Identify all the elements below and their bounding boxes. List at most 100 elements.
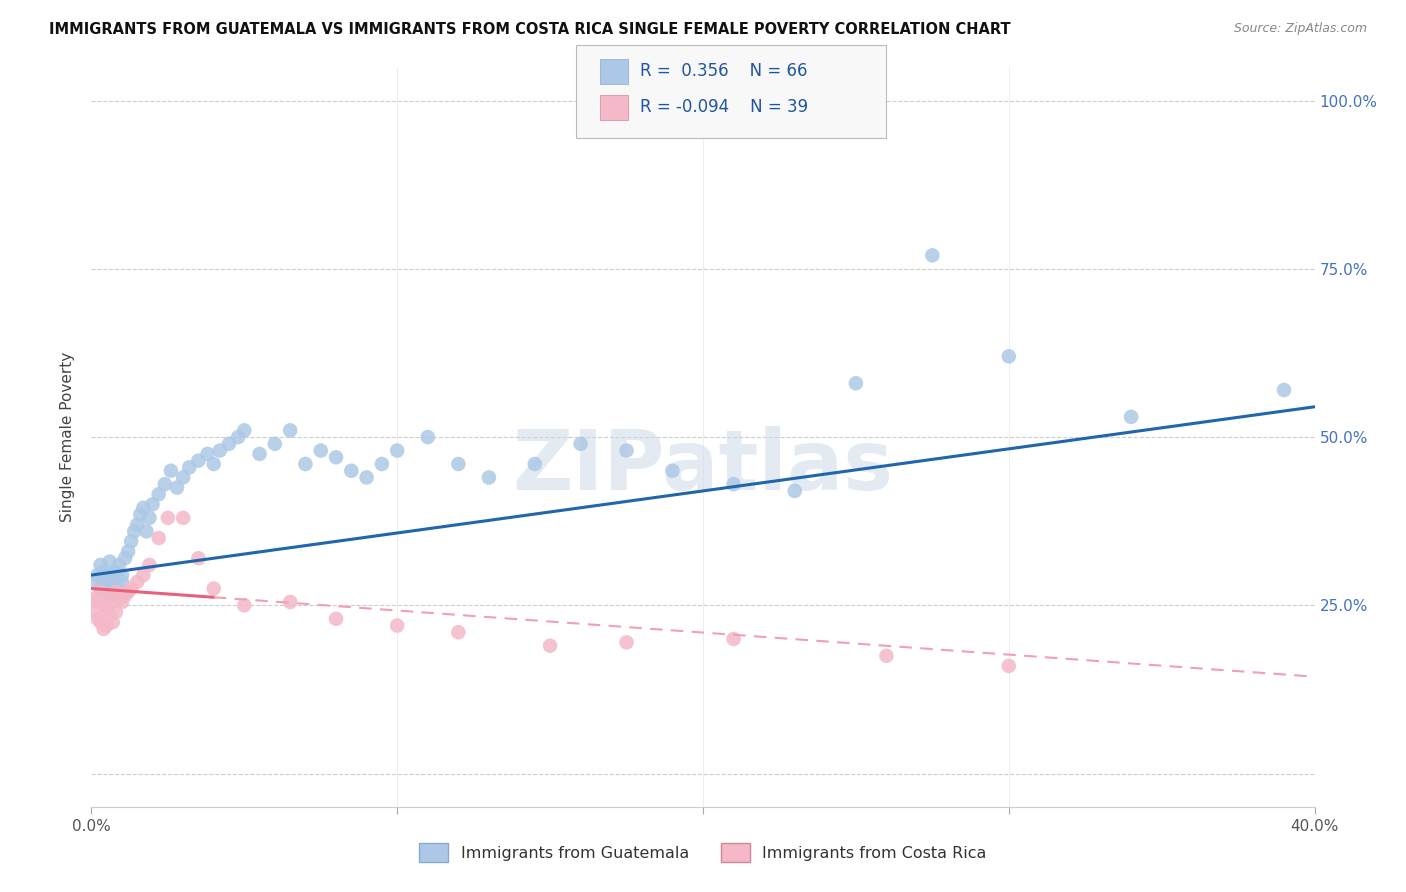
Point bbox=[135, 524, 157, 539]
Point bbox=[156, 511, 179, 525]
Point bbox=[723, 477, 745, 491]
Point bbox=[233, 423, 256, 437]
Point bbox=[96, 601, 118, 615]
Point bbox=[117, 585, 139, 599]
Point bbox=[1272, 383, 1295, 397]
Point bbox=[998, 349, 1021, 363]
Point bbox=[90, 558, 112, 572]
Point bbox=[132, 500, 155, 515]
Point bbox=[114, 551, 136, 566]
Point bbox=[93, 599, 115, 613]
Point bbox=[447, 625, 470, 640]
Point bbox=[187, 551, 209, 566]
Point bbox=[120, 582, 142, 596]
Point bbox=[187, 453, 209, 467]
Point bbox=[90, 582, 112, 596]
Point bbox=[138, 558, 160, 572]
Point bbox=[325, 612, 347, 626]
Point bbox=[616, 635, 638, 649]
Point bbox=[661, 464, 683, 478]
Point bbox=[98, 555, 121, 569]
Point bbox=[153, 477, 176, 491]
Point bbox=[86, 612, 108, 626]
Point bbox=[172, 470, 194, 484]
Point bbox=[197, 447, 219, 461]
Point bbox=[127, 517, 149, 532]
Point bbox=[921, 248, 943, 262]
Text: Source: ZipAtlas.com: Source: ZipAtlas.com bbox=[1233, 22, 1367, 36]
Point bbox=[104, 585, 127, 599]
Point bbox=[569, 437, 592, 451]
Text: IMMIGRANTS FROM GUATEMALA VS IMMIGRANTS FROM COSTA RICA SINGLE FEMALE POVERTY CO: IMMIGRANTS FROM GUATEMALA VS IMMIGRANTS … bbox=[49, 22, 1011, 37]
Point bbox=[93, 565, 115, 579]
Point bbox=[218, 437, 240, 451]
Point bbox=[249, 447, 271, 461]
Point bbox=[90, 615, 112, 630]
Point bbox=[111, 595, 134, 609]
Point bbox=[98, 588, 121, 602]
Point bbox=[132, 568, 155, 582]
Point bbox=[278, 595, 301, 609]
Point bbox=[93, 578, 115, 592]
Point bbox=[783, 483, 806, 498]
Point bbox=[1121, 409, 1143, 424]
Point bbox=[86, 568, 108, 582]
Point bbox=[166, 481, 188, 495]
Point bbox=[96, 585, 118, 599]
Point bbox=[160, 464, 183, 478]
Point bbox=[86, 595, 108, 609]
Point bbox=[233, 599, 256, 613]
Point bbox=[416, 430, 439, 444]
Point bbox=[98, 608, 121, 623]
Point bbox=[93, 622, 115, 636]
Point bbox=[98, 568, 121, 582]
Point bbox=[111, 574, 134, 589]
Point bbox=[83, 605, 105, 619]
Point bbox=[101, 595, 124, 609]
Point bbox=[340, 464, 363, 478]
Point bbox=[309, 443, 332, 458]
Point bbox=[129, 508, 152, 522]
Point bbox=[101, 574, 124, 589]
Point bbox=[104, 578, 127, 592]
Point bbox=[202, 582, 225, 596]
Text: R =  0.356    N = 66: R = 0.356 N = 66 bbox=[640, 62, 807, 80]
Point bbox=[122, 524, 145, 539]
Point bbox=[108, 591, 131, 606]
Point bbox=[478, 470, 501, 484]
Point bbox=[538, 639, 561, 653]
Point bbox=[104, 565, 127, 579]
Point bbox=[114, 585, 136, 599]
Point bbox=[616, 443, 638, 458]
Point bbox=[723, 632, 745, 646]
Point bbox=[385, 618, 409, 632]
Point bbox=[523, 457, 546, 471]
Point bbox=[101, 588, 124, 602]
Text: ZIPatlas: ZIPatlas bbox=[513, 426, 893, 508]
Point bbox=[172, 511, 194, 525]
Point bbox=[264, 437, 287, 451]
Point bbox=[202, 457, 225, 471]
Point bbox=[226, 430, 249, 444]
Point bbox=[101, 615, 124, 630]
Text: R = -0.094    N = 39: R = -0.094 N = 39 bbox=[640, 98, 808, 116]
Point bbox=[108, 558, 131, 572]
Point bbox=[875, 648, 898, 663]
Point bbox=[120, 534, 142, 549]
Point bbox=[294, 457, 316, 471]
Point bbox=[371, 457, 394, 471]
Point bbox=[96, 618, 118, 632]
Point bbox=[117, 544, 139, 558]
Point bbox=[138, 511, 160, 525]
Point bbox=[148, 487, 170, 501]
Point bbox=[356, 470, 378, 484]
Point bbox=[179, 460, 201, 475]
Y-axis label: Single Female Poverty: Single Female Poverty bbox=[60, 352, 76, 522]
Point bbox=[83, 574, 105, 589]
Point bbox=[108, 582, 131, 596]
Point bbox=[447, 457, 470, 471]
Point bbox=[104, 605, 127, 619]
Point bbox=[148, 531, 170, 545]
Point bbox=[845, 376, 868, 391]
Point bbox=[127, 574, 149, 589]
